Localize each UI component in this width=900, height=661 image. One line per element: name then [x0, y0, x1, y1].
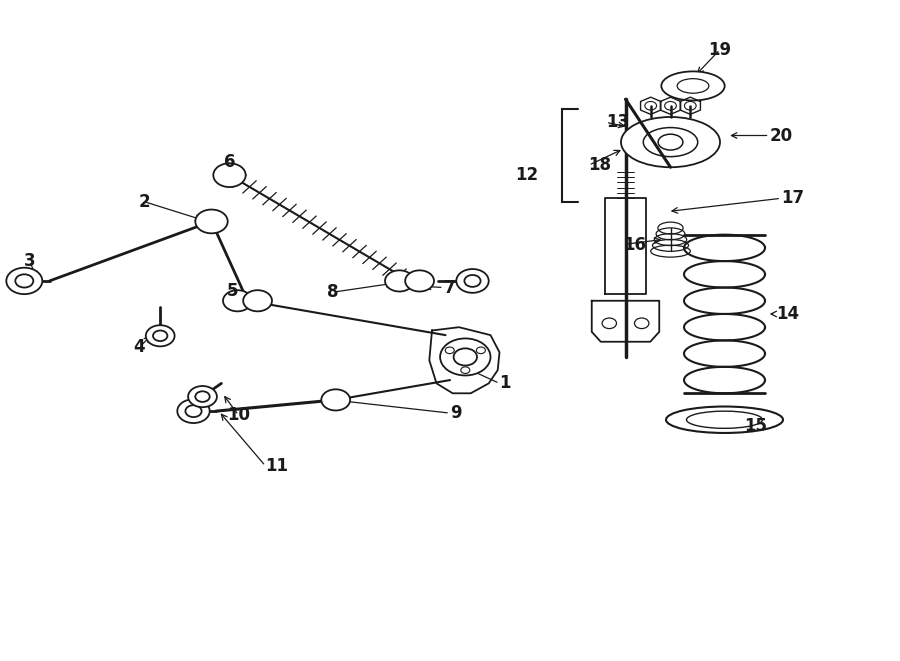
- Circle shape: [195, 391, 210, 402]
- Polygon shape: [429, 327, 500, 393]
- Circle shape: [15, 274, 33, 288]
- Text: 6: 6: [224, 153, 235, 171]
- Text: 12: 12: [515, 166, 538, 184]
- Circle shape: [440, 338, 490, 375]
- Text: 20: 20: [770, 126, 793, 145]
- Text: 7: 7: [444, 278, 455, 297]
- Circle shape: [195, 210, 228, 233]
- Circle shape: [243, 290, 272, 311]
- Circle shape: [185, 405, 202, 417]
- Circle shape: [153, 330, 167, 341]
- Circle shape: [6, 268, 42, 294]
- Text: 8: 8: [328, 283, 338, 301]
- Text: 15: 15: [744, 417, 768, 436]
- Text: 17: 17: [781, 189, 805, 208]
- Ellipse shape: [666, 407, 783, 433]
- Text: 5: 5: [227, 282, 238, 300]
- Text: 18: 18: [589, 156, 612, 175]
- Circle shape: [223, 290, 252, 311]
- Polygon shape: [592, 301, 659, 342]
- Circle shape: [476, 347, 485, 354]
- Circle shape: [213, 163, 246, 187]
- Ellipse shape: [662, 71, 724, 100]
- Text: 2: 2: [139, 192, 149, 211]
- Circle shape: [454, 348, 477, 366]
- Circle shape: [461, 367, 470, 373]
- Polygon shape: [680, 97, 700, 114]
- Polygon shape: [661, 97, 680, 114]
- Text: 10: 10: [227, 406, 250, 424]
- Text: 16: 16: [623, 235, 646, 254]
- Text: 4: 4: [134, 338, 145, 356]
- Circle shape: [177, 399, 210, 423]
- Text: 9: 9: [450, 404, 462, 422]
- Ellipse shape: [687, 411, 762, 428]
- Circle shape: [456, 269, 489, 293]
- Polygon shape: [641, 97, 661, 114]
- Circle shape: [405, 270, 434, 292]
- Text: 3: 3: [24, 252, 35, 270]
- Circle shape: [321, 389, 350, 410]
- Text: 14: 14: [776, 305, 799, 323]
- Circle shape: [446, 347, 454, 354]
- Circle shape: [464, 275, 481, 287]
- Text: 19: 19: [708, 40, 732, 59]
- Ellipse shape: [621, 117, 720, 167]
- Circle shape: [188, 386, 217, 407]
- Ellipse shape: [658, 134, 683, 150]
- Text: 13: 13: [606, 113, 629, 132]
- Text: 1: 1: [500, 374, 511, 393]
- Circle shape: [385, 270, 414, 292]
- Text: 11: 11: [266, 457, 289, 475]
- Polygon shape: [605, 198, 646, 294]
- Circle shape: [146, 325, 175, 346]
